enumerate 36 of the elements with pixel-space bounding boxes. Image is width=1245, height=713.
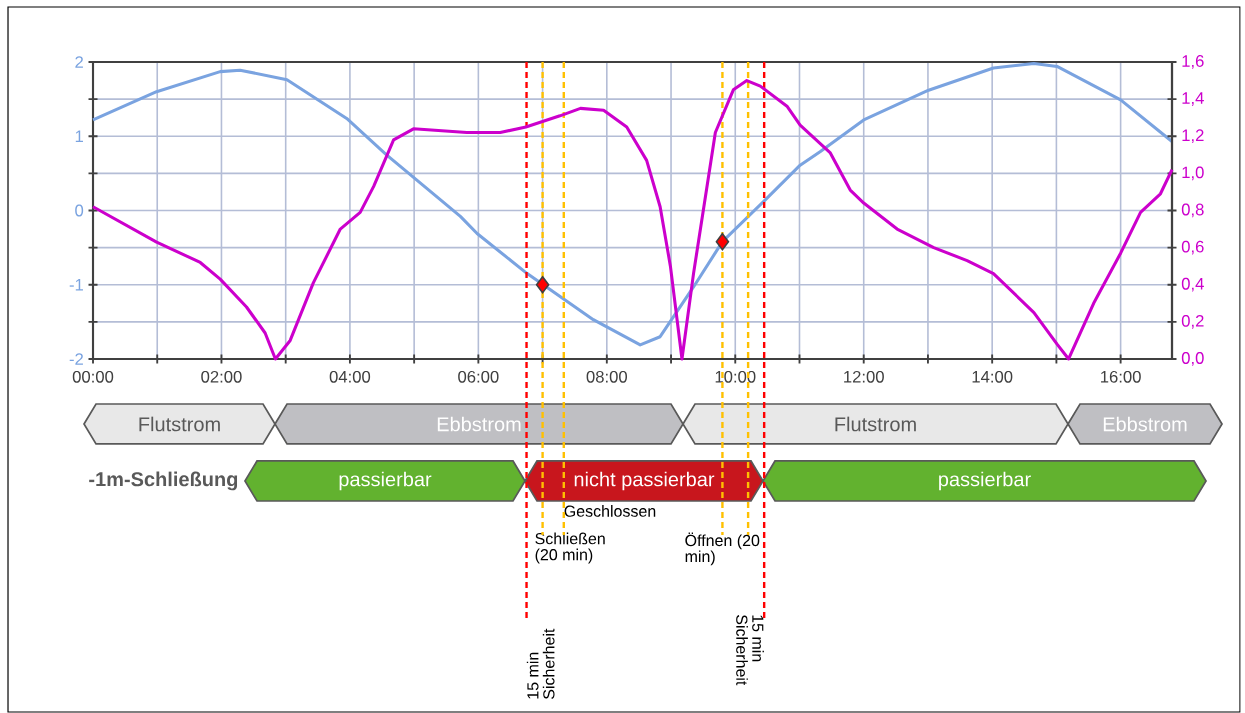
y2-tick-label: 1,2 [1182, 129, 1204, 144]
y2-tick-label: 0,0 [1181, 352, 1204, 366]
y2-tick-label: 0,6 [1181, 240, 1204, 255]
y2-tick-label: 0,8 [1181, 203, 1204, 218]
x-tick-label: 00:00 [72, 370, 114, 383]
y2-tick-label: 1,4 [1182, 92, 1204, 106]
x-tick-label: 12:00 [844, 370, 884, 383]
text: passierbar [339, 471, 432, 491]
x-tick-label: 04:00 [329, 370, 371, 383]
y-tick-label: 1 [75, 130, 83, 142]
ref-line-label: 15 min Sicherheit [526, 628, 555, 699]
x-tick-label: 16:00 [1101, 370, 1141, 383]
x-tick-label: 02:00 [201, 370, 242, 383]
text: Schließen (20 min) [535, 532, 605, 564]
x-tick-label: 08:00 [586, 370, 628, 383]
y2-tick-label: 1,6 [1182, 55, 1204, 69]
x-tick-label: 10:00 [715, 370, 756, 383]
y-tick-label: 0 [75, 204, 84, 217]
text: Öffnen (20 min) [685, 532, 760, 566]
y2-tick-label: 0,4 [1181, 277, 1204, 292]
ref-line-label: 15 min Sicherheit [736, 614, 764, 686]
x-tick-label: 14:00 [972, 370, 1013, 383]
y-tick-label: -2 [69, 353, 83, 365]
text: -1m-Schließung [89, 471, 238, 491]
text: passierbar [939, 471, 1031, 491]
y2-tick-label: 1,0 [1182, 166, 1204, 181]
text: Ebbstrom [437, 416, 521, 432]
x-tick-label: 06:00 [458, 370, 499, 383]
y2-tick-label: 0,2 [1181, 314, 1204, 329]
text: Flutstrom [139, 416, 220, 432]
text: nicht passierbar [574, 471, 715, 491]
text: Ebbstrom [1103, 416, 1187, 432]
y-tick-label: 2 [75, 56, 83, 68]
text: Geschlossen [564, 505, 656, 517]
text: Flutstrom [835, 416, 916, 432]
y-tick-label: -1 [69, 279, 83, 291]
